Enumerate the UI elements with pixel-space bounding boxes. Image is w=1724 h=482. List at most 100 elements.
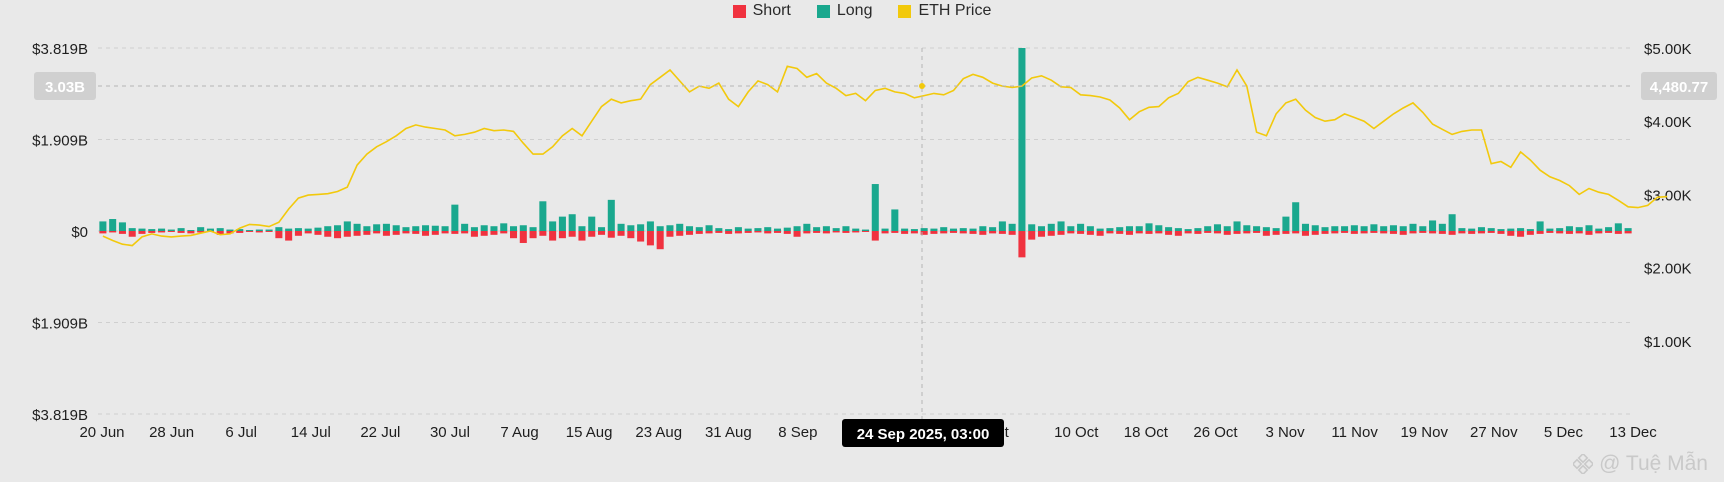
short-bar — [744, 231, 752, 233]
long-bar — [1243, 225, 1251, 231]
x-axis-tick-label: 14 Jul — [291, 424, 331, 441]
short-bar — [1370, 231, 1378, 233]
long-bar — [510, 226, 518, 231]
legend-item-long[interactable]: Long — [816, 2, 872, 20]
long-bar — [1536, 221, 1544, 231]
short-bar — [813, 231, 821, 233]
long-bar — [519, 225, 527, 231]
short-bar — [138, 231, 146, 234]
long-bar — [294, 228, 302, 231]
short-bar — [412, 231, 420, 234]
short-bar — [969, 231, 977, 234]
short-bar — [500, 231, 508, 234]
long-bar — [304, 228, 312, 231]
short-bar — [1458, 231, 1466, 234]
short-bar — [373, 231, 381, 234]
long-bar — [832, 228, 840, 231]
long-bar — [158, 228, 166, 231]
long-bar — [1614, 223, 1622, 231]
long-bar — [715, 228, 723, 231]
short-bar — [294, 231, 302, 236]
short-bar — [1155, 231, 1163, 234]
long-bar — [1125, 226, 1134, 231]
short-bar — [1292, 231, 1300, 234]
short-bar — [1301, 231, 1309, 236]
crosshair-time-box — [842, 419, 1004, 447]
long-bar — [1507, 228, 1515, 231]
long-bar — [412, 226, 420, 231]
long-bar — [1389, 225, 1397, 231]
long-bar — [1468, 228, 1476, 231]
long-bar — [959, 228, 967, 231]
long-bar — [1165, 227, 1173, 231]
long-bar — [597, 227, 606, 231]
long-bar — [1448, 214, 1456, 231]
short-bar — [607, 231, 615, 238]
short-bar — [1204, 231, 1212, 233]
long-bar — [539, 201, 547, 231]
short-bar — [568, 231, 576, 237]
short-bar — [1135, 231, 1143, 234]
short-bar — [216, 231, 224, 235]
long-bar — [480, 225, 488, 231]
short-bar — [470, 231, 478, 237]
price-swatch — [898, 4, 912, 18]
short-bar — [1331, 231, 1339, 234]
short-bar — [1565, 231, 1573, 234]
long-bar — [1174, 228, 1182, 231]
long-bar — [949, 228, 958, 231]
short-bar — [1341, 231, 1349, 233]
long-bar — [314, 227, 322, 231]
long-bar — [246, 230, 254, 231]
short-bar — [764, 231, 772, 234]
short-bar — [177, 231, 185, 233]
short-bar — [275, 231, 283, 239]
long-bar — [373, 224, 381, 231]
short-bar — [891, 231, 899, 233]
crosshair-left-box — [34, 72, 96, 101]
long-swatch — [816, 4, 830, 18]
short-bar — [1507, 231, 1515, 236]
short-bar — [334, 231, 342, 239]
long-bar — [695, 227, 703, 231]
watermark-text: @ Tuệ Mẫn — [1599, 452, 1708, 475]
short-bar — [920, 231, 928, 235]
long-bar — [392, 225, 400, 231]
short-bar — [1595, 231, 1603, 234]
x-axis-tick-label: 26 Oct — [1193, 424, 1238, 441]
long-bar — [1106, 228, 1114, 231]
long-bar — [226, 229, 234, 231]
long-bar — [255, 229, 263, 231]
long-bar — [998, 221, 1006, 231]
legend-item-short[interactable]: Short — [732, 2, 791, 20]
long-bar — [705, 225, 713, 231]
short-bar — [109, 231, 117, 233]
short-bar — [1165, 231, 1173, 235]
long-bar — [637, 224, 645, 231]
short-bar — [1057, 231, 1065, 235]
legend-item-eth-price[interactable]: ETH Price — [898, 2, 991, 20]
x-axis-tick-label: 28 Jun — [149, 424, 194, 441]
long-bar — [656, 226, 664, 231]
binance-logo-icon — [1573, 454, 1594, 474]
long-bar — [969, 228, 977, 231]
short-bar — [285, 231, 293, 241]
short-bar — [549, 231, 557, 241]
short-bar — [1213, 231, 1221, 234]
long-bar — [1047, 223, 1055, 231]
long-bar — [930, 228, 938, 231]
short-bar — [940, 231, 948, 234]
short-bar — [1037, 231, 1046, 237]
long-bar — [1624, 228, 1632, 231]
long-bar — [783, 227, 791, 231]
short-bar — [646, 231, 654, 246]
short-bar — [1389, 231, 1397, 234]
short-bar — [1184, 231, 1192, 234]
left-axis-tick-label: $3.819B — [32, 407, 88, 424]
long-bar — [1370, 224, 1378, 231]
long-bar — [1253, 226, 1261, 231]
long-bar — [402, 227, 410, 231]
short-bar — [1008, 231, 1016, 235]
short-bar — [842, 231, 850, 233]
